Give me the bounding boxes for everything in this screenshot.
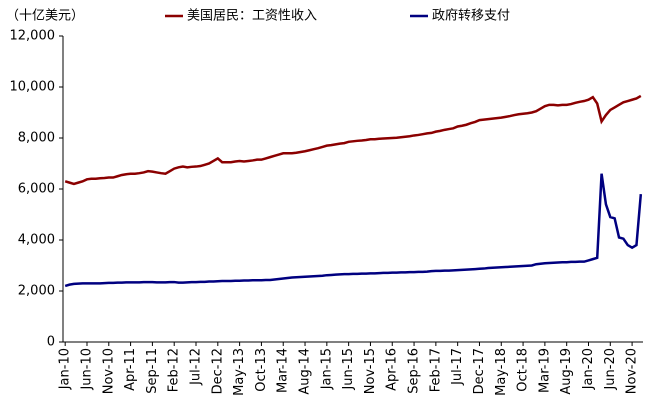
y-tick-label: 12,000 [10,29,56,44]
x-tick-label: Sep-11 [145,348,160,394]
y-tick-label: 0 [47,335,55,350]
x-tick-label: Apr-11 [123,348,138,391]
x-tick-label: Apr-16 [385,348,400,391]
x-tick-label: May-13 [232,348,247,396]
x-tick-label: Sep-16 [407,348,422,394]
x-tick-label: Jun-10 [79,348,94,391]
x-tick-label: Jul-17 [450,348,465,386]
x-tick-label: Oct-18 [516,348,531,392]
series-line [64,94,642,186]
x-tick-label: Feb-12 [167,348,182,392]
legend-label: 美国居民：工资性收入 [187,9,317,24]
x-tick-label: Jan-10 [58,348,73,390]
x-tick-label: Dec-12 [210,348,225,394]
x-tick-label: Nov-20 [625,348,640,394]
series-line [64,173,643,288]
y-unit-label: （十亿美元） [6,9,84,24]
x-tick-label: Mar-19 [537,348,552,393]
y-tick-label: 4,000 [18,233,55,248]
y-tick-label: 2,000 [18,284,55,299]
x-tick-label: Jan-15 [319,348,334,390]
x-tick-label: Jan-20 [581,348,596,390]
x-tick-label: May-18 [494,348,509,396]
x-tick-label: Nov-10 [101,348,116,394]
y-tick-label: 6,000 [18,182,55,197]
x-tick-label: Dec-17 [472,348,487,394]
x-tick-label: Jun-20 [603,348,618,391]
x-tick-label: Jun-15 [341,348,356,391]
x-tick-label: Oct-13 [254,348,269,392]
x-tick-label: Jul-12 [189,348,204,386]
y-tick-label: 10,000 [10,80,56,95]
x-tick-label: Feb-17 [428,348,443,392]
x-tick-label: Aug-19 [559,348,574,395]
legend-label: 政府转移支付 [432,9,510,24]
x-tick-label: Aug-14 [298,348,313,395]
x-tick-label: Mar-14 [276,348,291,393]
x-tick-label: Nov-15 [363,348,378,394]
y-tick-label: 8,000 [18,131,55,146]
